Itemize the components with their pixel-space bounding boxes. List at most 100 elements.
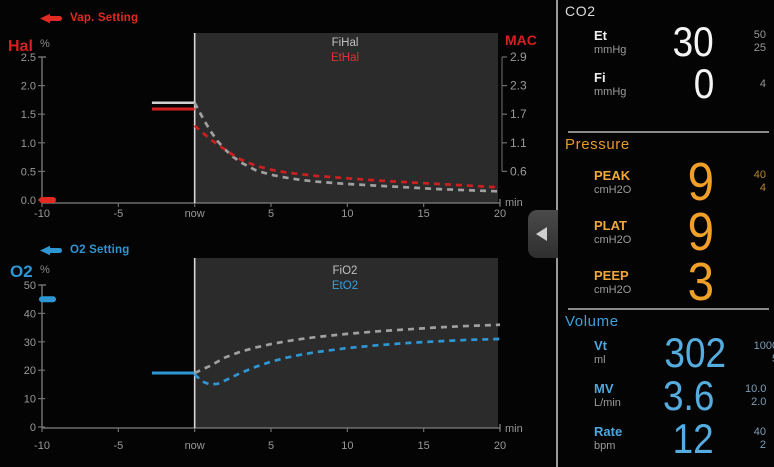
svg-text:EtO2: EtO2 [332, 280, 358, 292]
svg-text:5: 5 [268, 440, 274, 452]
alarm-limit-high: 40 [753, 425, 766, 438]
param-label: PEAK [594, 167, 631, 183]
param-value: 3.6 [663, 371, 715, 419]
co2-et-row: Et mmHg 30 50 25 [558, 21, 774, 63]
param-label: Fi [594, 69, 606, 85]
param-value: 3 [687, 252, 714, 312]
svg-text:10: 10 [24, 394, 36, 406]
param-unit: mmHg [594, 85, 627, 98]
svg-text:1.1: 1.1 [510, 136, 527, 150]
pressure-plat-row: PLAT cmH2O 9 [558, 202, 774, 262]
alarm-limit-low: 2 [759, 438, 766, 451]
param-unit: L/min [594, 397, 621, 409]
alarm-limit-low: 4 [759, 182, 766, 194]
param-unit: cmH2O [594, 283, 632, 296]
param-value: 9 [687, 202, 714, 262]
param-value: 9 [687, 152, 714, 212]
svg-text:%: % [40, 264, 50, 276]
svg-text:min: min [505, 423, 523, 435]
volume-vt-row: Vt ml 302 1000 5 [558, 331, 774, 374]
alarm-limit-high: 1000 [753, 339, 774, 352]
alarm-limits: 40 4 [720, 169, 766, 195]
svg-text:40: 40 [24, 308, 36, 320]
svg-text:-5: -5 [113, 208, 123, 220]
svg-text:0.0: 0.0 [21, 195, 36, 207]
panel-collapse-tab[interactable] [528, 210, 558, 258]
param-value: 12 [672, 414, 714, 462]
svg-text:0: 0 [30, 422, 36, 434]
param-unit: mmHg [594, 43, 627, 56]
svg-text:20: 20 [494, 440, 506, 452]
svg-text:30: 30 [24, 337, 36, 349]
volume-section-title: Volume [565, 313, 619, 330]
vap-setting-arrow-icon [40, 13, 63, 24]
vitals-panel: CO2 Et mmHg 30 50 25 Fi mmHg [558, 0, 774, 467]
pressure-peep-row: PEEP cmH2O 3 [558, 252, 774, 312]
svg-text:1.5: 1.5 [21, 109, 36, 121]
svg-text:20: 20 [24, 365, 36, 377]
svg-text:1.7: 1.7 [510, 107, 527, 121]
svg-text:MAC: MAC [505, 32, 537, 48]
svg-text:2.5: 2.5 [21, 52, 36, 64]
svg-text:15: 15 [418, 208, 430, 220]
param-unit: cmH2O [594, 183, 632, 196]
alarm-limits: 50 25 [720, 29, 766, 55]
svg-text:10: 10 [341, 208, 353, 220]
pressure-section: Pressure PEAK cmH2O 9 40 4 PLAT [558, 133, 774, 312]
svg-text:O2: O2 [10, 262, 33, 281]
section-separator [568, 131, 769, 133]
alarm-limit-high: 10.0 [744, 382, 767, 395]
svg-text:-10: -10 [34, 208, 50, 220]
svg-text:1.0: 1.0 [21, 138, 36, 150]
alarm-limits: 10.0 2.0 [720, 383, 766, 409]
param-label: Et [594, 27, 607, 43]
svg-text:FiO2: FiO2 [333, 265, 358, 277]
svg-text:now: now [185, 208, 205, 220]
svg-text:%: % [40, 38, 50, 50]
svg-text:2.9: 2.9 [510, 50, 527, 64]
svg-text:0.6: 0.6 [510, 164, 527, 178]
svg-text:EtHal: EtHal [331, 52, 359, 64]
alarm-limit-low: 2.0 [751, 395, 767, 408]
svg-text:0.5: 0.5 [21, 166, 36, 178]
param-value: 0 [693, 60, 714, 107]
alarm-limits: 40 2 [720, 426, 766, 452]
alarm-limit-low: 25 [753, 42, 766, 54]
alarm-limit-low: 5 [732, 353, 774, 366]
pressure-peak-row: PEAK cmH2O 9 40 4 [558, 152, 774, 212]
svg-text:Hal: Hal [8, 38, 33, 55]
svg-text:10: 10 [341, 440, 353, 452]
volume-mv-row: MV L/min 3.6 10.0 2.0 [558, 374, 774, 417]
vap-setting-legend: Vap. Setting [40, 12, 138, 24]
vap-setting-label: Vap. Setting [70, 12, 139, 24]
alarm-limits: 4 [720, 78, 766, 91]
svg-text:15: 15 [418, 440, 430, 452]
svg-text:-5: -5 [113, 440, 123, 452]
param-unit: ml [594, 354, 606, 366]
alarm-limit-high: 40 [753, 169, 766, 181]
svg-text:2.0: 2.0 [21, 81, 36, 93]
volume-section: Volume Vt ml 302 1000 5 MV L/ [558, 310, 774, 467]
alarm-limit-high: 50 [753, 29, 766, 41]
svg-text:-10: -10 [34, 440, 50, 452]
gas-charts-svg: 2.52.01.51.00.50.0-10 -5 now 5 10 15 20min2.92… [8, 32, 537, 452]
o2-setting-label: O2 Setting [70, 244, 130, 256]
svg-text:50: 50 [24, 280, 36, 292]
o2-setting-legend: O2 Setting [40, 244, 130, 256]
svg-text:20: 20 [494, 208, 506, 220]
co2-section-title: CO2 [565, 3, 596, 19]
svg-text:now: now [185, 440, 205, 452]
param-value: 302 [664, 328, 727, 376]
co2-section: CO2 Et mmHg 30 50 25 Fi mmHg [558, 0, 774, 131]
svg-text:min: min [505, 197, 523, 209]
collapse-left-arrow-icon [536, 227, 547, 241]
o2-setting-arrow-icon [40, 245, 63, 256]
param-unit: cmH2O [594, 233, 632, 246]
pressure-section-title: Pressure [565, 136, 630, 153]
param-label: Vt [594, 338, 607, 353]
svg-text:FiHal: FiHal [332, 37, 359, 49]
gas-forecast-charts: 2.5 2.0 1.5 1.0 0.5 0.0 -10 -5 now 5 10 15 20 min 2.9 2… [8, 12, 537, 452]
param-label: Rate [594, 424, 623, 439]
section-separator [568, 308, 769, 310]
